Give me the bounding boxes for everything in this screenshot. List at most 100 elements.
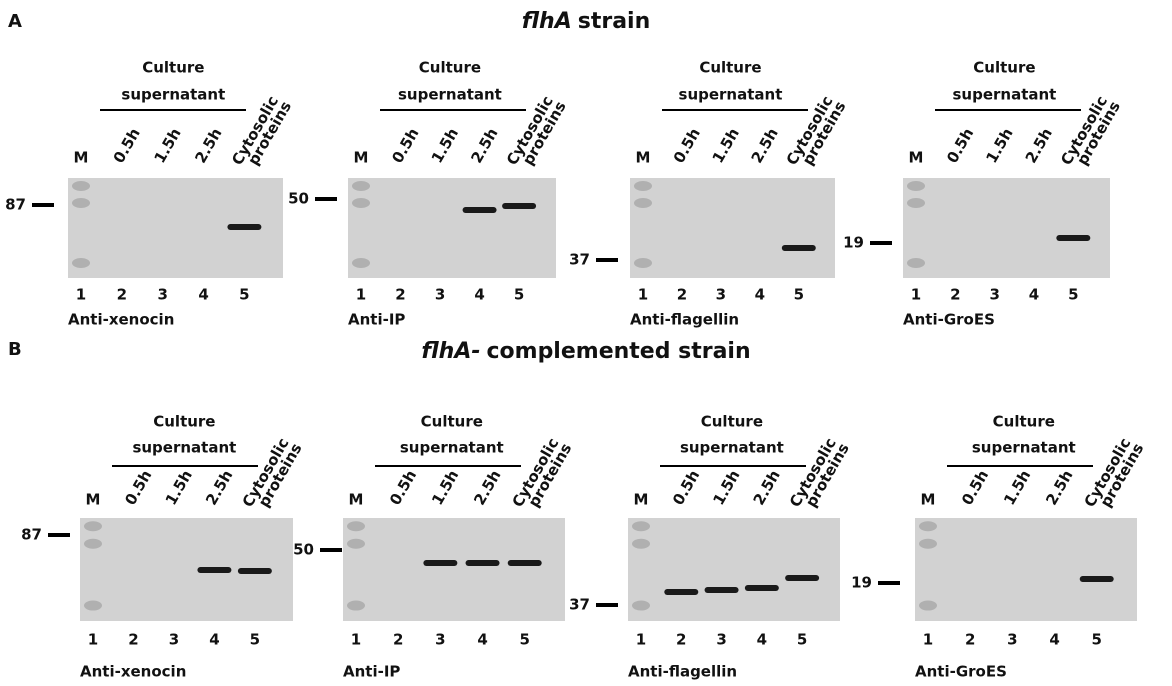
header-line: Culture (701, 413, 763, 431)
lane-number: 2 (950, 286, 960, 304)
ladder-band (907, 198, 925, 208)
lane-number: 3 (1007, 631, 1017, 649)
header-line: supernatant (972, 439, 1076, 457)
marker-size: 37 (569, 596, 590, 614)
lane-label: M (354, 149, 369, 167)
lane-label: 1.5h (150, 125, 184, 166)
lane-label: 0.5h (386, 467, 420, 508)
antibody: Anti-GroES (915, 663, 1007, 681)
band (508, 560, 542, 566)
band (745, 585, 779, 591)
lane-number: 2 (677, 286, 687, 304)
header-line: Culture (421, 413, 483, 431)
ladder-band (919, 601, 937, 611)
panel-letter: B (8, 339, 22, 360)
lane-number: 5 (514, 286, 524, 304)
marker-size: 50 (293, 541, 314, 559)
antibody: Anti-IP (343, 663, 400, 681)
ladder-band (352, 198, 370, 208)
marker-size: 87 (5, 196, 26, 214)
panel-title: flhA-complemented strain (421, 339, 750, 364)
lane-number: 2 (676, 631, 686, 649)
ladder-band (632, 601, 650, 611)
panel-letter: A (8, 11, 22, 32)
band (502, 203, 536, 209)
marker-size: 87 (21, 526, 42, 544)
figure: AflhAstrainCulturesupernatantM0.5h1.5h2.… (0, 0, 1172, 686)
lane-label: M (921, 491, 936, 509)
lane-label: 1.5h (428, 467, 462, 508)
header-line: Culture (993, 413, 1055, 431)
lane-number: 2 (965, 631, 975, 649)
header-line: Culture (419, 59, 481, 77)
lane-label: 0.5h (670, 125, 704, 166)
header-line: supernatant (680, 439, 784, 457)
header-line: supernatant (400, 439, 504, 457)
lane-number: 1 (636, 631, 646, 649)
band (782, 245, 816, 251)
title-rest: complemented strain (486, 339, 750, 364)
header-line: supernatant (679, 86, 783, 104)
lane-number: 1 (638, 286, 648, 304)
lane-label: M (634, 491, 649, 509)
lane-label: 2.5h (748, 125, 782, 166)
lane-number: 4 (477, 631, 487, 649)
lane-number: 1 (351, 631, 361, 649)
blot (630, 178, 835, 278)
lane-number: 4 (1029, 286, 1039, 304)
lane-number: 3 (716, 631, 726, 649)
title-italic: flhA- (421, 339, 480, 364)
ladder-band (84, 539, 102, 549)
lane-label: M (74, 149, 89, 167)
lane-number: 4 (474, 286, 484, 304)
lane-number: 5 (239, 286, 249, 304)
blot (628, 518, 840, 621)
header-line: supernatant (121, 86, 225, 104)
ladder-band (634, 181, 652, 191)
ladder-band (634, 258, 652, 268)
ladder-band (352, 258, 370, 268)
lane-label: 0.5h (110, 125, 144, 166)
ladder-band (632, 539, 650, 549)
title-rest: strain (578, 9, 651, 34)
lane-label: 1.5h (709, 467, 743, 508)
lane-label: 2.5h (467, 125, 501, 166)
header-line: Culture (153, 413, 215, 431)
band (785, 575, 819, 581)
lane-number: 3 (157, 286, 167, 304)
band (664, 589, 698, 595)
lane-label: M (909, 149, 924, 167)
lane-number: 5 (250, 631, 260, 649)
blot (915, 518, 1137, 621)
blot (343, 518, 565, 621)
lane-label: 1.5h (1000, 467, 1034, 508)
lane-label: 2.5h (470, 467, 504, 508)
header-line: supernatant (132, 439, 236, 457)
lane-label: 1.5h (428, 125, 462, 166)
lane-number: 3 (169, 631, 179, 649)
lane-number: 2 (395, 286, 405, 304)
ladder-band (84, 601, 102, 611)
lane-number: 1 (88, 631, 98, 649)
ladder-band (919, 521, 937, 531)
lane-label: M (86, 491, 101, 509)
lane-number: 4 (1049, 631, 1059, 649)
lane-number: 2 (128, 631, 138, 649)
antibody: Anti-xenocin (68, 311, 174, 329)
band (705, 587, 739, 593)
ladder-band (347, 539, 365, 549)
lane-number: 5 (520, 631, 530, 649)
band (1056, 235, 1090, 241)
antibody: Anti-IP (348, 311, 405, 329)
header-line: supernatant (953, 86, 1057, 104)
antibody: Anti-flagellin (628, 663, 737, 681)
ladder-band (919, 539, 937, 549)
ladder-band (907, 258, 925, 268)
ladder-band (72, 198, 90, 208)
ladder-band (907, 181, 925, 191)
lane-number: 4 (757, 631, 767, 649)
header-line: Culture (142, 59, 204, 77)
antibody: Anti-flagellin (630, 311, 739, 329)
lane-number: 1 (356, 286, 366, 304)
lane-label: 2.5h (750, 467, 784, 508)
